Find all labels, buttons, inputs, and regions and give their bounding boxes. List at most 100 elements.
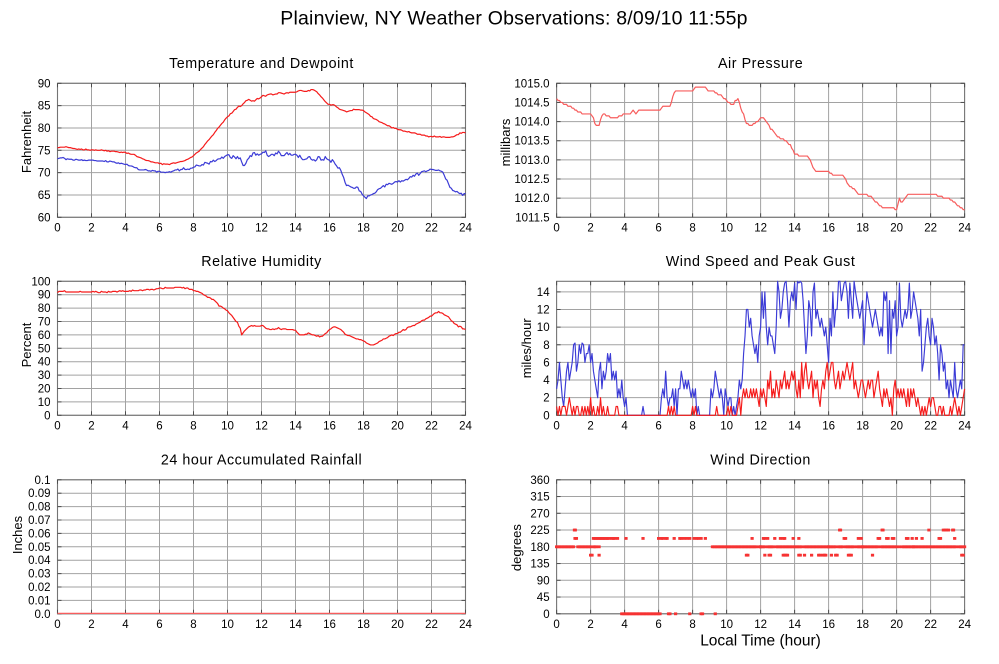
- svg-text:135: 135: [530, 559, 549, 571]
- svg-text:1015.0: 1015.0: [514, 78, 549, 90]
- svg-text:1013.0: 1013.0: [514, 155, 549, 167]
- svg-text:0: 0: [54, 421, 60, 433]
- svg-text:2: 2: [88, 223, 94, 235]
- svg-text:1011.5: 1011.5: [515, 212, 549, 224]
- svg-text:Fahrenheit: Fahrenheit: [19, 111, 34, 174]
- svg-text:16: 16: [822, 619, 835, 631]
- svg-text:20: 20: [38, 384, 51, 396]
- svg-text:8: 8: [689, 223, 695, 235]
- svg-text:miles/hour: miles/hour: [519, 318, 534, 379]
- svg-text:0.0: 0.0: [35, 609, 51, 621]
- svg-text:0.04: 0.04: [28, 555, 51, 567]
- svg-text:8: 8: [190, 619, 196, 631]
- svg-text:Relative Humidity: Relative Humidity: [201, 254, 322, 270]
- svg-text:22: 22: [924, 421, 937, 433]
- svg-text:12: 12: [255, 619, 268, 631]
- svg-text:0: 0: [44, 410, 50, 422]
- svg-text:14: 14: [289, 421, 302, 433]
- svg-text:6: 6: [655, 421, 661, 433]
- svg-text:50: 50: [38, 343, 51, 355]
- svg-text:18: 18: [357, 223, 370, 235]
- svg-text:20: 20: [890, 223, 903, 235]
- svg-text:12: 12: [754, 619, 767, 631]
- svg-text:24: 24: [459, 421, 472, 433]
- svg-text:18: 18: [357, 421, 370, 433]
- svg-text:14: 14: [788, 619, 801, 631]
- svg-text:4: 4: [621, 619, 628, 631]
- svg-text:22: 22: [924, 619, 937, 631]
- svg-text:0.03: 0.03: [28, 569, 50, 581]
- svg-text:8: 8: [689, 619, 695, 631]
- svg-text:1013.5: 1013.5: [514, 136, 549, 148]
- svg-text:0.08: 0.08: [28, 502, 50, 514]
- svg-text:6: 6: [156, 223, 162, 235]
- svg-text:12: 12: [537, 305, 550, 317]
- svg-text:6: 6: [156, 421, 162, 433]
- svg-text:0: 0: [54, 223, 60, 235]
- svg-text:6: 6: [655, 223, 661, 235]
- svg-text:12: 12: [255, 223, 268, 235]
- svg-text:0.01: 0.01: [28, 595, 50, 607]
- svg-text:60: 60: [38, 212, 51, 224]
- svg-text:millibars: millibars: [498, 118, 513, 166]
- svg-text:20: 20: [391, 619, 404, 631]
- svg-text:Plainview, NY Weather Observat: Plainview, NY Weather Observations: 8/09…: [280, 8, 747, 30]
- svg-text:10: 10: [221, 223, 234, 235]
- svg-text:80: 80: [38, 303, 51, 315]
- svg-text:10: 10: [221, 619, 234, 631]
- svg-text:12: 12: [754, 223, 767, 235]
- svg-text:360: 360: [530, 475, 549, 487]
- svg-text:14: 14: [788, 223, 801, 235]
- svg-text:10: 10: [720, 223, 733, 235]
- svg-text:24: 24: [459, 619, 472, 631]
- svg-text:18: 18: [856, 421, 869, 433]
- svg-text:4: 4: [543, 375, 550, 387]
- svg-text:0.1: 0.1: [35, 475, 51, 487]
- svg-text:1014.0: 1014.0: [514, 117, 549, 129]
- svg-text:24: 24: [958, 223, 971, 235]
- svg-text:10: 10: [720, 421, 733, 433]
- svg-text:100: 100: [31, 276, 50, 288]
- svg-text:12: 12: [255, 421, 268, 433]
- svg-text:8: 8: [689, 421, 695, 433]
- svg-text:6: 6: [156, 619, 162, 631]
- svg-text:16: 16: [323, 619, 336, 631]
- svg-text:70: 70: [38, 168, 51, 180]
- svg-text:90: 90: [38, 78, 51, 90]
- svg-text:0.06: 0.06: [28, 528, 50, 540]
- svg-text:Local Time (hour): Local Time (hour): [700, 633, 821, 650]
- svg-text:1014.5: 1014.5: [514, 97, 549, 109]
- svg-text:180: 180: [530, 542, 549, 554]
- svg-text:315: 315: [530, 492, 549, 504]
- svg-text:0: 0: [543, 410, 549, 422]
- svg-text:22: 22: [924, 223, 937, 235]
- svg-text:14: 14: [537, 287, 550, 299]
- svg-text:70: 70: [38, 317, 51, 329]
- svg-text:85: 85: [38, 101, 51, 113]
- svg-text:6: 6: [655, 619, 661, 631]
- svg-text:4: 4: [621, 223, 628, 235]
- svg-text:2: 2: [88, 421, 94, 433]
- svg-text:90: 90: [38, 290, 51, 302]
- svg-text:8: 8: [543, 340, 549, 352]
- svg-text:1012.0: 1012.0: [514, 193, 549, 205]
- svg-text:Temperature and Dewpoint: Temperature and Dewpoint: [169, 56, 354, 72]
- svg-text:10: 10: [537, 322, 550, 334]
- svg-text:degrees: degrees: [509, 524, 524, 571]
- svg-text:Percent: Percent: [19, 322, 34, 367]
- svg-text:Inches: Inches: [10, 515, 25, 554]
- svg-text:65: 65: [38, 190, 51, 202]
- svg-text:2: 2: [88, 619, 94, 631]
- svg-text:225: 225: [530, 525, 549, 537]
- svg-text:0: 0: [553, 421, 559, 433]
- svg-text:4: 4: [621, 421, 628, 433]
- svg-text:4: 4: [122, 421, 129, 433]
- svg-text:10: 10: [720, 619, 733, 631]
- svg-text:22: 22: [425, 421, 438, 433]
- svg-text:1012.5: 1012.5: [514, 174, 549, 186]
- svg-text:10: 10: [221, 421, 234, 433]
- svg-text:2: 2: [543, 393, 549, 405]
- svg-text:20: 20: [890, 421, 903, 433]
- svg-text:18: 18: [856, 223, 869, 235]
- svg-text:0.05: 0.05: [28, 542, 50, 554]
